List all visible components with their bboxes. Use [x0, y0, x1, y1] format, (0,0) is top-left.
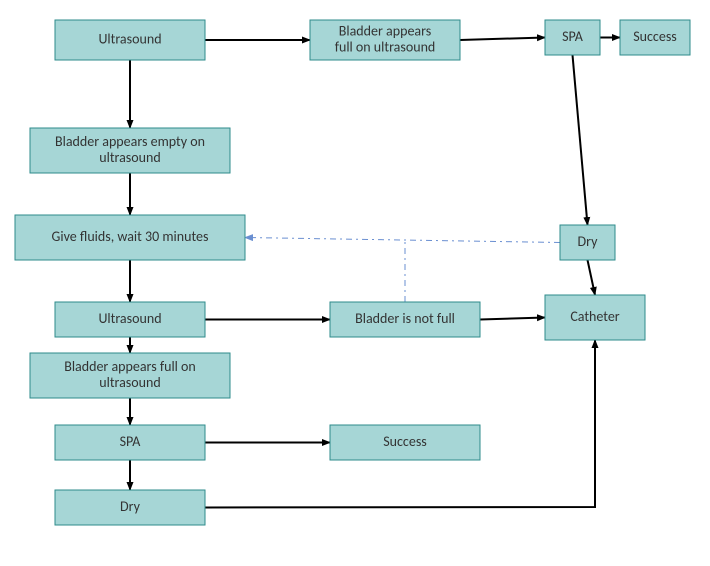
flow-node-label: Ultrasound: [98, 310, 161, 327]
flow-edge: [205, 340, 595, 508]
flow-node-label: Ultrasound: [98, 30, 161, 47]
flow-node: Success: [620, 20, 690, 55]
flow-node-label: Success: [383, 433, 427, 450]
flow-node: Give fluids, wait 30 minutes: [15, 215, 245, 260]
flow-node-label: Bladder appears empty on: [55, 133, 205, 150]
flow-node-label: Give fluids, wait 30 minutes: [52, 228, 209, 245]
flow-node-label: Bladder is not full: [355, 310, 455, 327]
flow-node-label: SPA: [120, 433, 142, 450]
flow-node-label: Catheter: [570, 308, 619, 325]
nodes-group: Ultrasound Bladder appearsfull on ultraso…: [15, 20, 690, 525]
flow-node: Ultrasound: [55, 302, 205, 337]
flow-node: Bladder appears full onultrasound: [30, 353, 230, 398]
flow-edge: [573, 55, 588, 225]
flow-node-label: ultrasound: [99, 149, 160, 166]
flow-node-label: Bladder appears full on: [64, 358, 196, 375]
flow-edge: [245, 238, 560, 243]
flow-node: SPA: [545, 20, 600, 55]
flowchart-diagram: Ultrasound Bladder appearsfull on ultraso…: [0, 0, 710, 566]
flow-node: Catheter: [545, 295, 645, 340]
flow-node: SPA: [55, 425, 205, 460]
flow-node: Bladder is not full: [330, 302, 480, 337]
flow-edge: [480, 318, 545, 320]
flow-node: Dry: [560, 225, 615, 260]
flow-node-label: Bladder appears: [339, 22, 431, 39]
flow-edge: [460, 38, 545, 41]
flow-node-label: ultrasound: [99, 374, 160, 391]
flow-node: Bladder appearsfull on ultrasound: [310, 20, 460, 60]
flow-node: Ultrasound: [55, 20, 205, 60]
flow-node-label: Dry: [578, 233, 599, 250]
flow-node-label: Success: [633, 28, 677, 45]
flow-node-label: Dry: [120, 498, 141, 515]
flow-node: Dry: [55, 490, 205, 525]
flow-node-label: full on ultrasound: [335, 38, 436, 55]
flow-node: Success: [330, 425, 480, 460]
flow-edge: [588, 260, 596, 295]
flow-node-label: SPA: [562, 28, 584, 45]
flow-node: Bladder appears empty onultrasound: [30, 128, 230, 173]
